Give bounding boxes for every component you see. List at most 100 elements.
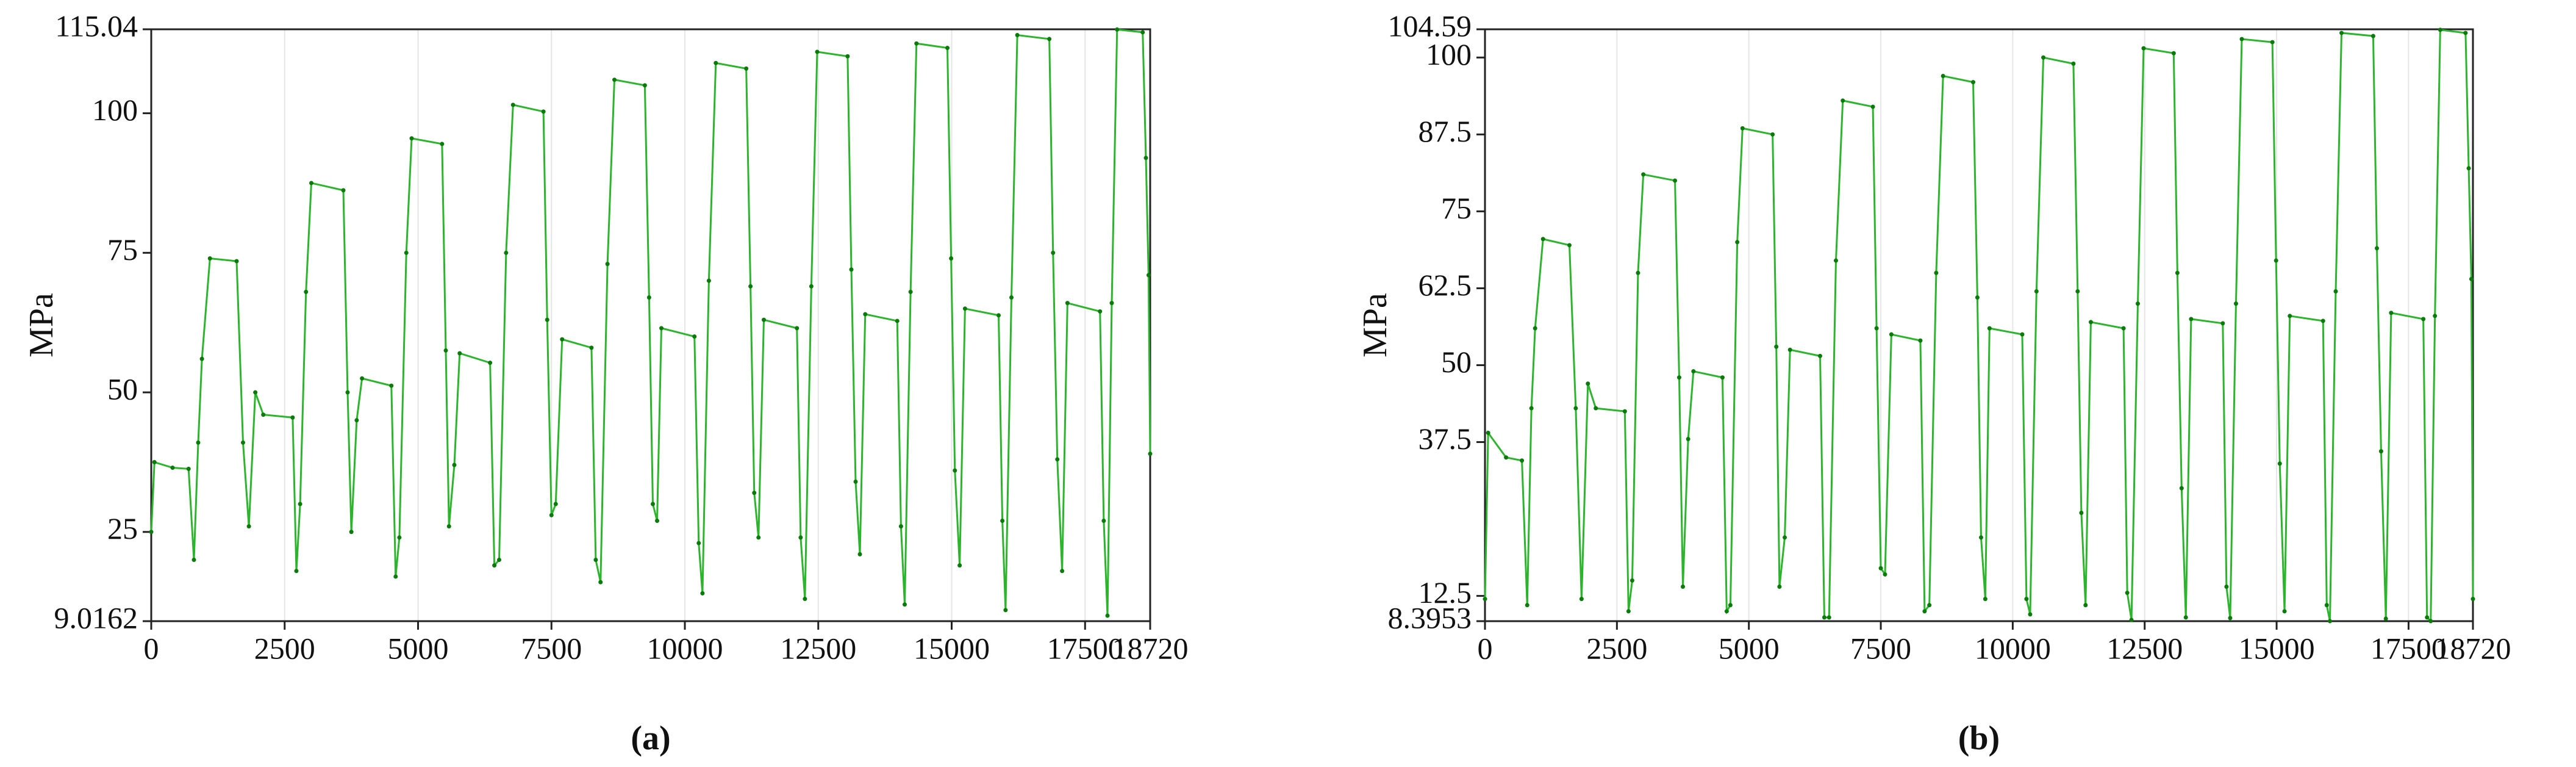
data-point xyxy=(354,418,359,423)
data-point xyxy=(1533,326,1537,331)
data-point xyxy=(2463,31,2468,35)
data-point xyxy=(545,317,549,322)
data-point xyxy=(612,77,617,82)
y-axis-label: MPa xyxy=(1356,293,1394,358)
data-point xyxy=(748,284,753,289)
data-point xyxy=(1870,104,1875,109)
data-point xyxy=(1818,353,1823,358)
data-point xyxy=(646,295,651,300)
data-point xyxy=(1783,535,1787,540)
data-point xyxy=(1105,613,1110,618)
data-point xyxy=(2274,258,2278,263)
data-point xyxy=(798,535,803,540)
data-point xyxy=(2421,317,2426,322)
data-point xyxy=(857,552,862,556)
data-point xyxy=(2079,510,2084,515)
data-point xyxy=(1691,369,1696,374)
data-point xyxy=(642,83,647,88)
x-tick-label: 2500 xyxy=(1586,631,1647,665)
caption: (a) xyxy=(631,719,670,757)
data-point xyxy=(341,188,346,193)
data-point xyxy=(191,558,196,563)
x-tick-label: 15000 xyxy=(914,631,990,665)
data-point xyxy=(241,440,245,445)
data-point xyxy=(706,278,711,283)
data-point xyxy=(1529,406,1534,411)
data-point xyxy=(560,337,565,342)
data-point xyxy=(1826,615,1831,620)
data-point xyxy=(1983,597,1987,602)
data-point xyxy=(1015,33,1020,38)
data-point xyxy=(246,524,251,529)
data-point xyxy=(1978,535,1983,540)
x-tick-label: 18720 xyxy=(1112,631,1189,665)
data-point xyxy=(589,345,594,350)
data-point xyxy=(2075,289,2080,293)
data-point xyxy=(1673,178,1678,183)
y-axis-label: MPa xyxy=(23,293,60,358)
y-tick-label: 9.0162 xyxy=(54,600,138,635)
data-point xyxy=(752,491,757,495)
x-tick-label: 7500 xyxy=(521,631,582,665)
data-point xyxy=(2339,31,2344,35)
data-point xyxy=(2183,615,2188,620)
data-point xyxy=(349,530,354,535)
data-point xyxy=(504,250,509,255)
data-point xyxy=(1520,458,1525,463)
data-point xyxy=(1676,375,1681,380)
data-point xyxy=(1641,172,1646,177)
data-point xyxy=(1009,295,1014,300)
x-tick-label: 5000 xyxy=(388,631,449,665)
data-point xyxy=(2433,314,2438,319)
data-point xyxy=(908,289,913,294)
x-tick-label: 10000 xyxy=(647,631,723,665)
data-point xyxy=(1143,156,1148,160)
data-point xyxy=(809,284,814,289)
data-point xyxy=(1681,584,1686,589)
plot-frame xyxy=(150,28,1151,622)
data-point xyxy=(2324,603,2329,608)
data-point xyxy=(2041,55,2046,60)
y-tick-label: 100 xyxy=(1426,37,1472,71)
data-point xyxy=(945,46,950,51)
data-point xyxy=(1567,243,1572,248)
data-point xyxy=(1941,74,1945,79)
x-tick-label: 15000 xyxy=(2239,631,2315,665)
data-point xyxy=(895,319,900,323)
data-point xyxy=(2171,51,2176,56)
data-point xyxy=(2135,301,2140,306)
data-point xyxy=(2327,619,2332,624)
y-tick-label: 75 xyxy=(107,232,138,267)
data-point xyxy=(2320,319,2325,323)
data-point xyxy=(2425,615,2430,620)
data-point xyxy=(1098,309,1103,314)
data-point xyxy=(298,502,302,506)
data-point xyxy=(1686,436,1690,441)
data-point xyxy=(2129,618,2134,622)
data-point xyxy=(152,459,157,464)
data-point xyxy=(1060,569,1065,574)
data-point xyxy=(853,479,858,484)
x-tick-label: 0 xyxy=(1478,631,1493,665)
data-point xyxy=(1889,332,1894,337)
data-point xyxy=(2175,270,2180,275)
x-tick-label: 17500 xyxy=(2370,631,2447,665)
data-point xyxy=(2083,603,2088,608)
y-tick-label: 50 xyxy=(107,372,138,406)
data-point xyxy=(1148,452,1153,456)
x-tick-label: 10000 xyxy=(1975,631,2051,665)
y-tick-label: 75 xyxy=(1441,191,1472,225)
data-point xyxy=(1003,608,1008,613)
data-point xyxy=(962,306,967,311)
data-point xyxy=(1483,597,1487,602)
data-point xyxy=(393,574,398,579)
data-point xyxy=(149,530,154,535)
y-tick-label: 104.59 xyxy=(1388,9,1472,43)
data-point xyxy=(849,267,854,272)
data-line xyxy=(1484,29,2474,624)
data-point xyxy=(1573,406,1578,411)
data-point xyxy=(452,463,457,467)
data-point xyxy=(541,109,546,114)
data-point xyxy=(2389,311,2394,315)
